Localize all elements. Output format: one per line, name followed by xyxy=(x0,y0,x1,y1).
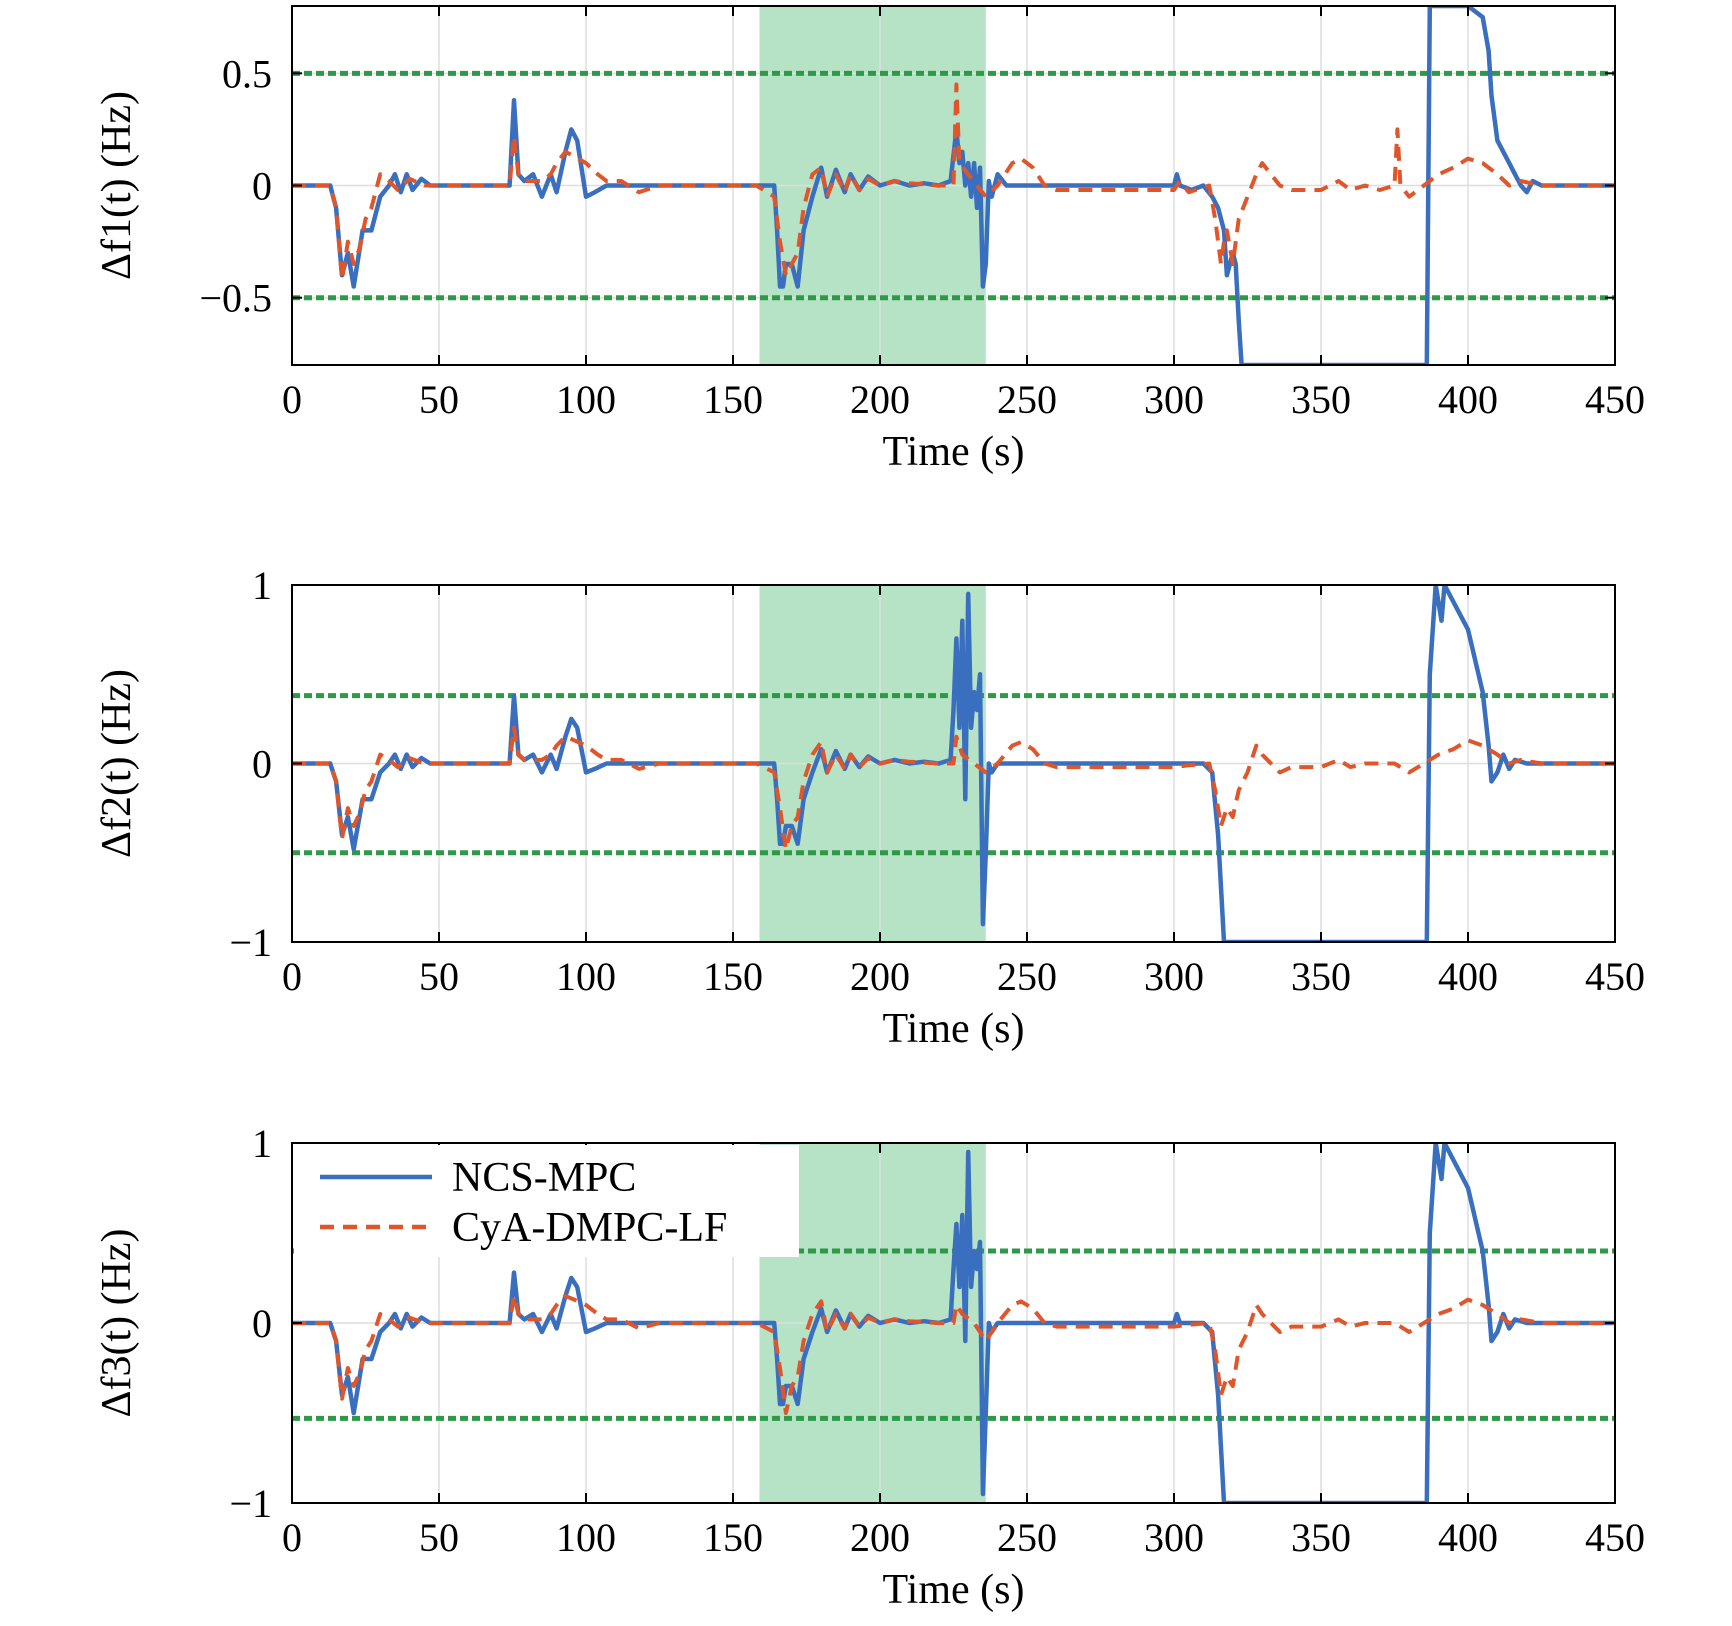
x-tick-label: 50 xyxy=(419,377,459,422)
x-tick-label: 350 xyxy=(1291,954,1351,999)
x-tick-label: 250 xyxy=(997,954,1057,999)
x-tick-label: 400 xyxy=(1438,1515,1498,1560)
y-axis-title: Δf2(t) (Hz) xyxy=(94,669,140,858)
x-tick-label: 100 xyxy=(556,377,616,422)
x-tick-label: 450 xyxy=(1585,377,1645,422)
y-tick-label: 1 xyxy=(252,563,272,608)
legend-box xyxy=(294,1145,799,1257)
x-tick-label: 100 xyxy=(556,1515,616,1560)
legend-label: NCS-MPC xyxy=(452,1155,636,1201)
x-tick-label: 400 xyxy=(1438,954,1498,999)
x-tick-label: 300 xyxy=(1144,1515,1204,1560)
legend-label: CyA-DMPC-LF xyxy=(452,1205,727,1251)
x-tick-label: 0 xyxy=(282,1515,302,1560)
y-tick-label: 0 xyxy=(252,742,272,787)
x-tick-label: 400 xyxy=(1438,377,1498,422)
series-line-cya-dmpc-lf xyxy=(292,82,1615,282)
panel-1: 0 50 100 150 200 250 300 350 400 450 −0.5 0 0.5 Time … xyxy=(94,5,1645,475)
y-tick-label: −1 xyxy=(229,1481,272,1526)
y-tick-label: 1 xyxy=(252,1121,272,1166)
x-tick-label: 250 xyxy=(997,1515,1057,1560)
x-tick-label: 450 xyxy=(1585,1515,1645,1560)
y-tick-label: 0 xyxy=(252,1301,272,1346)
x-tick-label: 200 xyxy=(850,954,910,999)
x-axis-title: Time (s) xyxy=(883,429,1025,475)
x-tick-label: 450 xyxy=(1585,954,1645,999)
x-tick-label: 50 xyxy=(419,954,459,999)
x-tick-label: 150 xyxy=(703,377,763,422)
x-tick-label: 350 xyxy=(1291,377,1351,422)
x-tick-label: 50 xyxy=(419,1515,459,1560)
y-axis-title: Δf3(t) (Hz) xyxy=(94,1228,140,1417)
series-line-cya-dmpc-lf xyxy=(292,725,1615,852)
y-tick-label: −1 xyxy=(229,920,272,965)
x-tick-label: 300 xyxy=(1144,377,1204,422)
x-tick-label: 200 xyxy=(850,1515,910,1560)
x-axis-title: Time (s) xyxy=(883,1006,1025,1052)
x-tick-label: 250 xyxy=(997,377,1057,422)
x-tick-label: 100 xyxy=(556,954,616,999)
x-tick-label: 150 xyxy=(703,954,763,999)
x-tick-label: 150 xyxy=(703,1515,763,1560)
y-tick-label: 0.5 xyxy=(222,51,272,96)
series-line-cya-dmpc-lf xyxy=(292,1294,1615,1415)
x-tick-label: 300 xyxy=(1144,954,1204,999)
x-tick-label: 350 xyxy=(1291,1515,1351,1560)
y-axis-title: Δf1(t) (Hz) xyxy=(94,91,140,280)
x-tick-label: 0 xyxy=(282,377,302,422)
x-axis-title: Time (s) xyxy=(883,1567,1025,1613)
y-tick-label: 0 xyxy=(252,164,272,209)
y-tick-label: −0.5 xyxy=(199,276,272,321)
x-tick-label: 200 xyxy=(850,377,910,422)
x-tick-label: 0 xyxy=(282,954,302,999)
